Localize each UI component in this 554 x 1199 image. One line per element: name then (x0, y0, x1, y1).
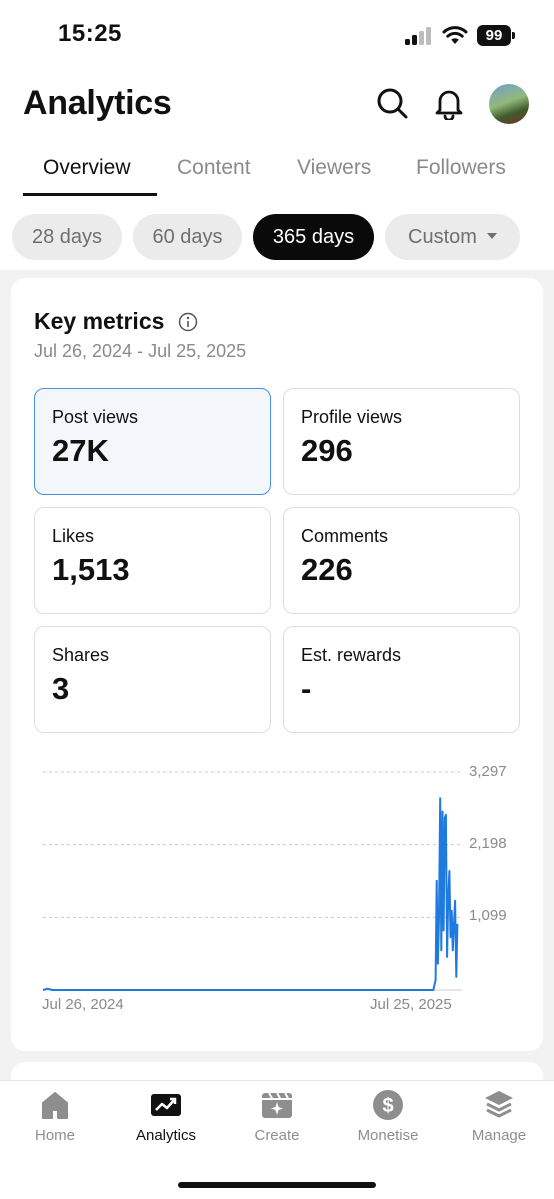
tab-viewers[interactable]: Viewers (297, 156, 372, 179)
post-views-series-line (42, 797, 459, 991)
page-title: Analytics (23, 84, 172, 122)
battery-icon: 99 (477, 25, 515, 46)
tab-followers[interactable]: Followers (416, 156, 506, 179)
nav-label: Home (34, 1127, 75, 1144)
nav-label: Monetise (357, 1127, 419, 1144)
metric-value: - (301, 671, 312, 706)
y-tick-label: 3,297 (469, 763, 507, 780)
metric-value: 296 (301, 433, 353, 468)
date-filter-chips: 28 days 60 days 365 days Custom (0, 214, 554, 262)
y-tick-label: 2,198 (469, 835, 507, 852)
avatar[interactable] (489, 84, 529, 124)
x-tick-label: Jul 25, 2025 (370, 996, 452, 1013)
dollar-icon: $ (373, 1090, 403, 1120)
analytics-icon (151, 1094, 181, 1116)
metric-value: 226 (301, 552, 353, 587)
x-tick-label: Jul 26, 2024 (42, 996, 124, 1013)
metric-value: 27K (52, 433, 109, 468)
metric-value: 1,513 (52, 552, 130, 587)
date-range: Jul 26, 2024 - Jul 25, 2025 (34, 341, 247, 361)
metric-label: Shares (52, 645, 110, 665)
tab-content[interactable]: Content (177, 156, 251, 179)
svg-text:$: $ (382, 1095, 393, 1117)
metric-est-rewards[interactable]: Est. rewards - (283, 626, 520, 733)
metric-label: Comments (301, 526, 389, 546)
metric-profile-views[interactable]: Profile views 296 (283, 388, 520, 495)
layers-icon (485, 1091, 513, 1118)
filter-60-days[interactable]: 60 days (133, 214, 242, 260)
metric-post-views[interactable]: Post views 27K (34, 388, 271, 495)
tab-overview[interactable]: Overview (43, 156, 131, 179)
metric-likes[interactable]: Likes 1,513 (34, 507, 271, 614)
status-time: 15:25 (58, 20, 122, 47)
chart-plot (42, 771, 462, 991)
nav-home[interactable]: Home (0, 1089, 110, 1159)
metric-label: Profile views (301, 407, 403, 427)
battery-level: 99 (477, 25, 511, 46)
search-icon[interactable] (375, 86, 409, 120)
nav-label: Analytics (135, 1127, 197, 1144)
metric-label: Est. rewards (301, 645, 402, 665)
nav-monetise[interactable]: $ Monetise (333, 1089, 443, 1159)
metric-value: 3 (52, 671, 70, 706)
nav-label: Create (254, 1127, 300, 1144)
key-metrics-card: Key metrics Jul 26, 2024 - Jul 25, 2025 … (11, 278, 543, 1051)
bottom-nav: Home Analytics Create $ Monetise (0, 1080, 554, 1199)
metric-shares[interactable]: Shares 3 (34, 626, 271, 733)
caret-down-icon (486, 232, 497, 239)
home-icon (42, 1092, 68, 1119)
filter-custom-label: Custom (408, 226, 477, 248)
y-tick-label: 1,099 (469, 907, 507, 924)
post-views-chart: 3,297 2,198 1,099 Jul 26, 2024 Jul 25, 2… (11, 758, 543, 1018)
info-icon[interactable] (178, 312, 198, 332)
signal-icon (405, 27, 433, 45)
wifi-icon (442, 26, 468, 44)
nav-analytics[interactable]: Analytics (111, 1089, 221, 1159)
nav-create[interactable]: Create (222, 1089, 332, 1159)
app-header: Analytics (0, 78, 554, 134)
create-icon (262, 1092, 292, 1118)
tab-bar: Overview Content Viewers Followers (0, 146, 554, 198)
nav-manage[interactable]: Manage (444, 1089, 554, 1159)
filter-365-days[interactable]: 365 days (253, 214, 374, 260)
filter-custom[interactable]: Custom (385, 214, 520, 260)
bell-icon[interactable] (432, 86, 466, 120)
nav-label: Manage (471, 1127, 527, 1144)
home-indicator (178, 1182, 376, 1188)
key-metrics-title: Key metrics (34, 308, 165, 334)
active-tab-indicator (23, 193, 157, 196)
metric-label: Likes (52, 526, 95, 546)
status-bar: 15:25 99 (0, 0, 554, 70)
metric-comments[interactable]: Comments 226 (283, 507, 520, 614)
filter-28-days[interactable]: 28 days (12, 214, 122, 260)
metric-label: Post views (52, 407, 139, 427)
